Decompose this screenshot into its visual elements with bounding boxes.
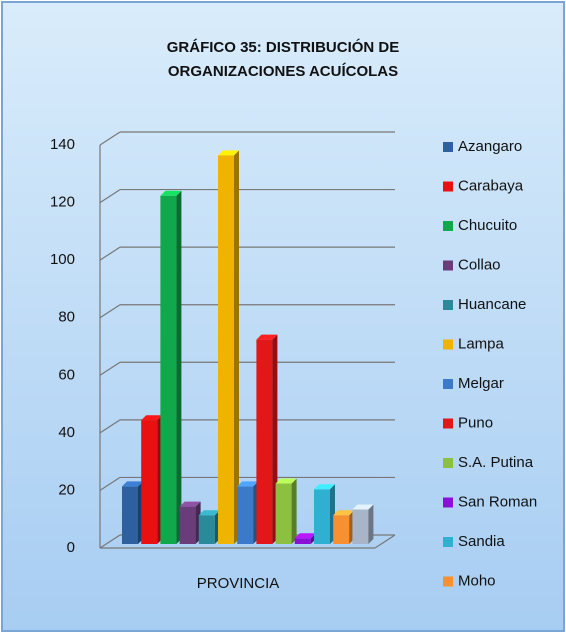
legend-swatch — [443, 458, 453, 468]
y-tick-label: 60 — [58, 366, 75, 383]
y-tick-label: 120 — [50, 194, 75, 211]
y-tick-label: 100 — [50, 251, 75, 268]
legend-swatch — [443, 300, 453, 310]
bar-side — [291, 478, 297, 544]
legend-swatch — [443, 142, 453, 152]
legend-label: Lampa — [458, 335, 505, 352]
bar-top — [218, 150, 239, 156]
bar — [198, 515, 215, 544]
legend-swatch — [443, 181, 453, 192]
bar — [237, 486, 254, 544]
bar — [122, 486, 138, 544]
grid-line-side — [99, 304, 121, 319]
grid-line-side — [99, 534, 121, 549]
bar-top — [237, 481, 259, 487]
y-tick-label: 0 — [67, 539, 75, 556]
bar-top — [179, 501, 201, 507]
legend-swatch — [443, 497, 453, 508]
bar-top — [314, 484, 335, 490]
grid-line-side — [99, 189, 121, 204]
legend-label: Puno — [458, 414, 493, 431]
bar-side — [176, 190, 182, 544]
chart-subtitle: ORGANIZACIONES ACUÍCOLAS — [168, 63, 398, 80]
legend-label: San Roman — [458, 493, 537, 510]
grid-line-side — [99, 419, 121, 434]
bar-top — [122, 481, 143, 487]
bar-side — [234, 150, 239, 544]
grid-line-side — [99, 361, 121, 376]
bar — [256, 339, 273, 544]
bar-top — [141, 415, 163, 421]
legend-label: Chucuito — [458, 217, 517, 234]
bar-top — [294, 533, 316, 539]
bar — [275, 483, 292, 544]
legend-swatch — [443, 221, 453, 231]
grid-line-side — [99, 131, 121, 146]
bar — [352, 509, 369, 544]
y-tick-label: 20 — [58, 481, 75, 498]
y-tick-label: 80 — [58, 309, 75, 326]
floor-side — [374, 534, 396, 549]
legend-swatch — [443, 339, 453, 350]
grid-line-side — [99, 476, 121, 491]
legend-label: Huancane — [458, 296, 526, 313]
legend-swatch — [443, 260, 453, 271]
bar-top — [256, 334, 278, 340]
legend-label: S.A. Putina — [458, 454, 534, 471]
bar — [160, 195, 177, 544]
bar-side — [368, 504, 374, 544]
bar — [314, 489, 330, 544]
legend-label: Azangaro — [458, 138, 522, 155]
x-tick-label: PROVINCIA — [197, 575, 280, 592]
bar-top — [333, 510, 355, 516]
legend-swatch — [443, 576, 453, 587]
legend-label: Melgar — [458, 375, 504, 392]
bar-top — [275, 478, 297, 484]
legend-swatch — [443, 418, 453, 429]
legend-label: Moho — [458, 572, 496, 589]
bar-top — [160, 190, 182, 196]
bar-top — [352, 504, 374, 510]
y-tick-label: 40 — [58, 424, 75, 441]
bar-top — [198, 510, 220, 516]
bar — [333, 515, 350, 544]
bar — [218, 155, 234, 544]
y-tick-label: 140 — [50, 136, 75, 153]
bar — [179, 506, 196, 544]
bar — [294, 538, 311, 544]
legend-swatch — [443, 379, 453, 389]
legend-label: Sandia — [458, 533, 505, 550]
legend-swatch — [443, 537, 453, 547]
chart-title: GRÁFICO 35: DISTRIBUCIÓN DE — [167, 38, 400, 56]
legend-label: Collao — [458, 256, 501, 273]
bar — [141, 420, 158, 544]
legend-label: Carabaya — [458, 177, 524, 194]
grid-line-side — [99, 246, 121, 261]
